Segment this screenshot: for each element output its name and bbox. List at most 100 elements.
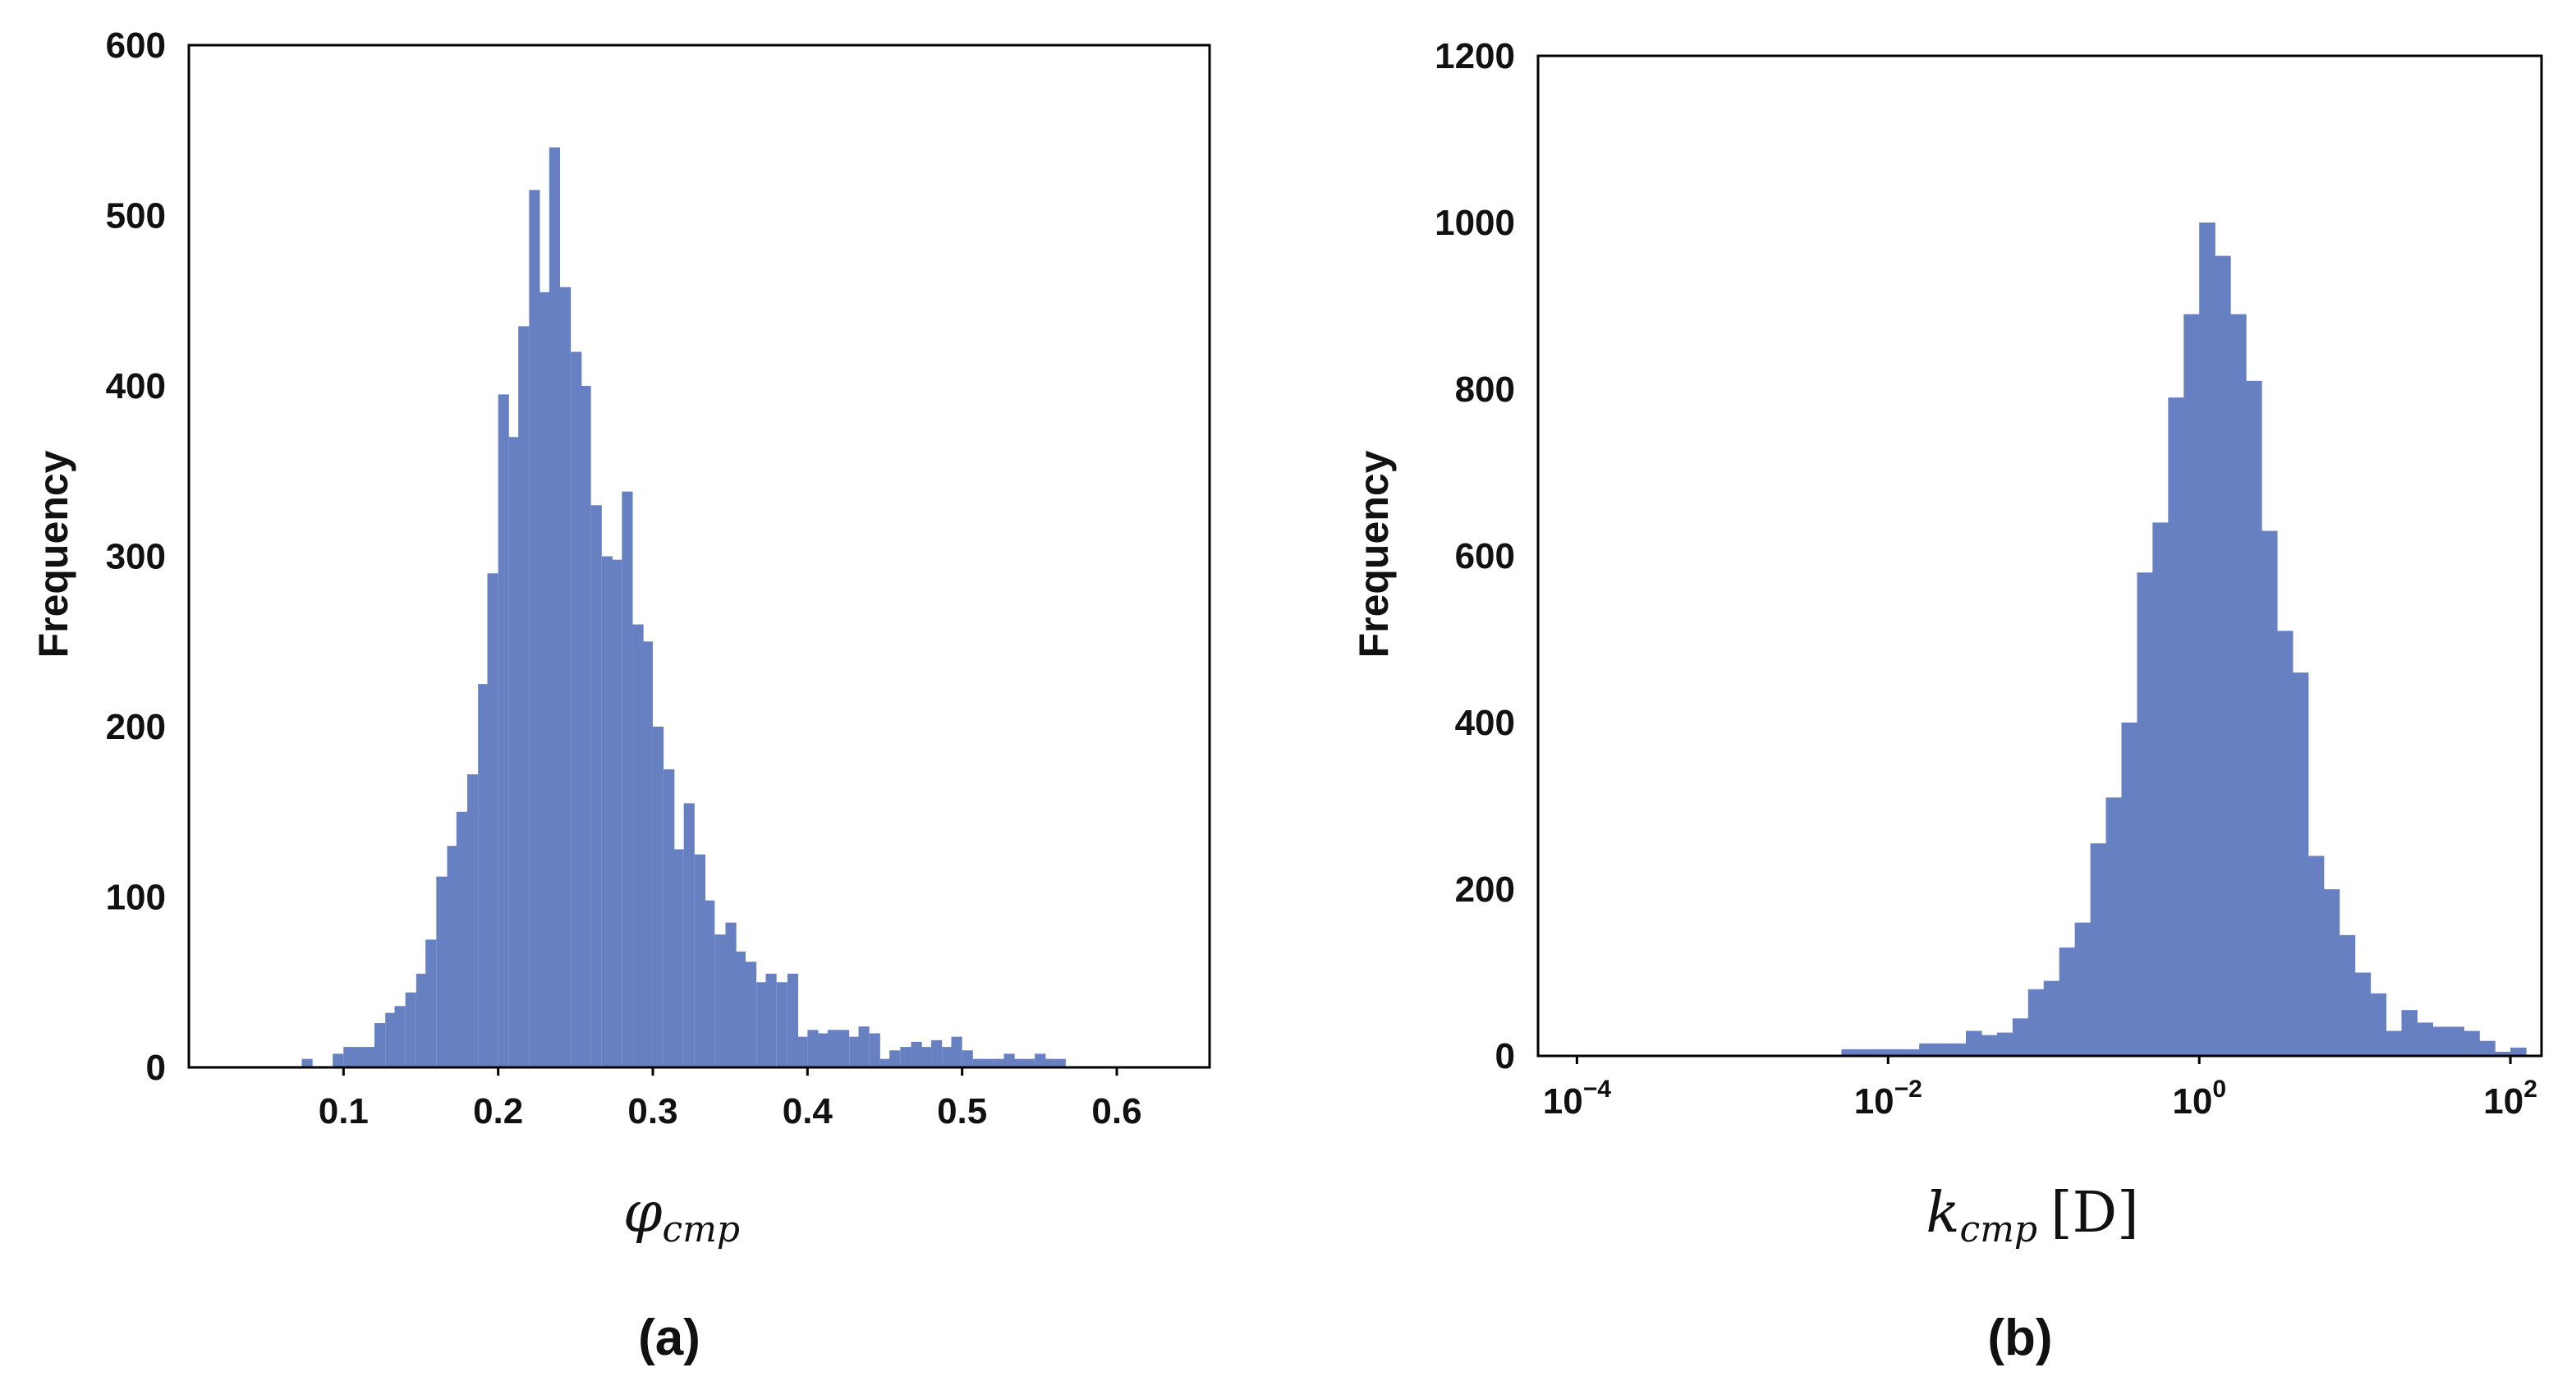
histogram-bar xyxy=(590,505,602,1067)
histogram-bar xyxy=(920,1047,931,1067)
histogram-bar xyxy=(2417,1022,2433,1056)
histogram-bar xyxy=(2183,314,2200,1056)
histogram-bar xyxy=(2246,380,2262,1057)
y-tick-label: 300 xyxy=(106,537,166,577)
histogram-bar xyxy=(2059,948,2076,1056)
histogram-bar xyxy=(818,1033,829,1067)
histogram-bar xyxy=(942,1047,953,1067)
histogram-bar xyxy=(333,1053,344,1067)
histogram-bar xyxy=(787,973,799,1067)
histogram-bar xyxy=(1919,1043,1935,1056)
bars-group-b xyxy=(1841,223,2527,1057)
histogram-bar xyxy=(664,769,675,1067)
histogram-bar xyxy=(2027,989,2045,1056)
histogram-bar xyxy=(653,727,664,1067)
caption-b: (b) xyxy=(1987,1310,2052,1366)
histogram-bar xyxy=(374,1023,386,1067)
histogram-bar xyxy=(962,1050,973,1067)
y-tick-label: 500 xyxy=(106,196,166,236)
histogram-bar xyxy=(734,951,746,1067)
y-axis-label-a: Frequency xyxy=(30,450,76,658)
histogram-bar xyxy=(354,1047,365,1067)
y-ticks-a: 0 100 200 300 400 500 600 xyxy=(106,25,166,1088)
histogram-bar xyxy=(2168,397,2184,1056)
histogram-bar xyxy=(2432,1026,2449,1056)
histogram-bar xyxy=(2121,723,2138,1056)
histogram-bar xyxy=(1012,1058,1024,1067)
y-axis-label-b: Frequency xyxy=(1351,450,1397,658)
x-axis-label-sub-b: cmp xyxy=(1960,1209,2038,1250)
histogram-bar xyxy=(2043,980,2060,1056)
histogram-bar xyxy=(993,1058,1004,1067)
x-tick-label: 0.6 xyxy=(1091,1091,1141,1131)
histogram-bar xyxy=(673,849,684,1067)
histogram-bar xyxy=(478,684,489,1067)
histogram-bar xyxy=(2385,1030,2403,1056)
histogram-bar xyxy=(2292,672,2309,1056)
histogram-bar xyxy=(2401,1010,2418,1056)
x-axis-label-main-b: k xyxy=(1926,1181,1959,1246)
histogram-bar xyxy=(301,1058,313,1067)
histogram-bar xyxy=(2090,843,2107,1056)
histogram-bar xyxy=(1003,1053,1015,1067)
y-tick-label: 200 xyxy=(1455,870,1515,910)
histogram-bar xyxy=(858,1026,870,1067)
histogram-bar xyxy=(2230,314,2247,1056)
histogram-bar xyxy=(1841,1049,1857,1056)
histogram-bar xyxy=(1035,1053,1046,1067)
histogram-bar xyxy=(1024,1058,1035,1067)
x-axis-label-b: kcmp [D] xyxy=(1926,1181,2138,1250)
histogram-bar xyxy=(765,973,777,1067)
histogram-panel-b: 10−4 10−2 100 102 0 200 400 600 800 1000 1200 Fre… xyxy=(1351,36,2543,1366)
histogram-bar xyxy=(931,1039,943,1067)
y-tick-label: 1200 xyxy=(1435,36,1515,76)
histogram-bar xyxy=(982,1058,994,1067)
histogram-bar xyxy=(447,846,458,1067)
histogram-bar xyxy=(1054,1058,1066,1067)
histogram-bar xyxy=(1903,1049,1920,1056)
histogram-bar xyxy=(1857,1049,1873,1056)
x-tick-label: 0.1 xyxy=(319,1091,369,1131)
histogram-bar xyxy=(2152,522,2169,1056)
histogram-bar xyxy=(911,1041,922,1067)
x-tick-label: 10−2 xyxy=(1854,1076,1922,1122)
histogram-bar xyxy=(580,386,591,1067)
histogram-bar xyxy=(2307,856,2325,1056)
histogram-bar xyxy=(1888,1049,1904,1056)
histogram-panel-a: 0.1 0.2 0.3 0.4 0.5 0.6 0 100 200 300 400 500 600 F… xyxy=(30,25,1211,1366)
histogram-bar xyxy=(1996,1032,2014,1056)
x-ticks-b: 10−4 10−2 100 102 xyxy=(1543,1056,2537,1122)
x-tick-label: 0.2 xyxy=(473,1091,523,1131)
histogram-bar xyxy=(2074,922,2092,1056)
bars-group-a xyxy=(301,147,1066,1067)
histogram-bar xyxy=(2261,530,2278,1056)
histogram-bar xyxy=(694,854,706,1067)
y-tick-label: 0 xyxy=(146,1048,166,1088)
histogram-bar xyxy=(394,1006,406,1067)
histogram-bar xyxy=(549,147,560,1067)
x-tick-label: 0.5 xyxy=(937,1091,987,1131)
histogram-bar xyxy=(425,939,437,1067)
histogram-bar xyxy=(1966,1030,1982,1056)
histogram-bar xyxy=(725,922,737,1067)
histogram-bar xyxy=(456,811,467,1067)
y-tick-label: 400 xyxy=(106,366,166,406)
histogram-bar xyxy=(2370,993,2387,1056)
histogram-bar xyxy=(879,1058,892,1067)
histogram-bar xyxy=(560,287,572,1067)
x-tick-label: 100 xyxy=(2172,1076,2226,1122)
x-axis-label-main-a: φ xyxy=(623,1181,663,1246)
x-ticks-a: 0.1 0.2 0.3 0.4 0.5 0.6 xyxy=(319,1067,1142,1131)
x-tick-label: 0.3 xyxy=(627,1091,677,1131)
plot-frame-b xyxy=(1536,54,2543,1058)
histogram-bar xyxy=(2215,255,2231,1057)
histogram-bar xyxy=(416,973,428,1067)
y-tick-label: 200 xyxy=(106,707,166,747)
histogram-bar xyxy=(632,624,644,1067)
y-tick-label: 600 xyxy=(1455,536,1515,576)
histogram-bar xyxy=(529,190,540,1067)
histogram-bar xyxy=(343,1047,355,1067)
caption-a: (a) xyxy=(638,1310,700,1366)
histogram-bar xyxy=(951,1036,962,1067)
